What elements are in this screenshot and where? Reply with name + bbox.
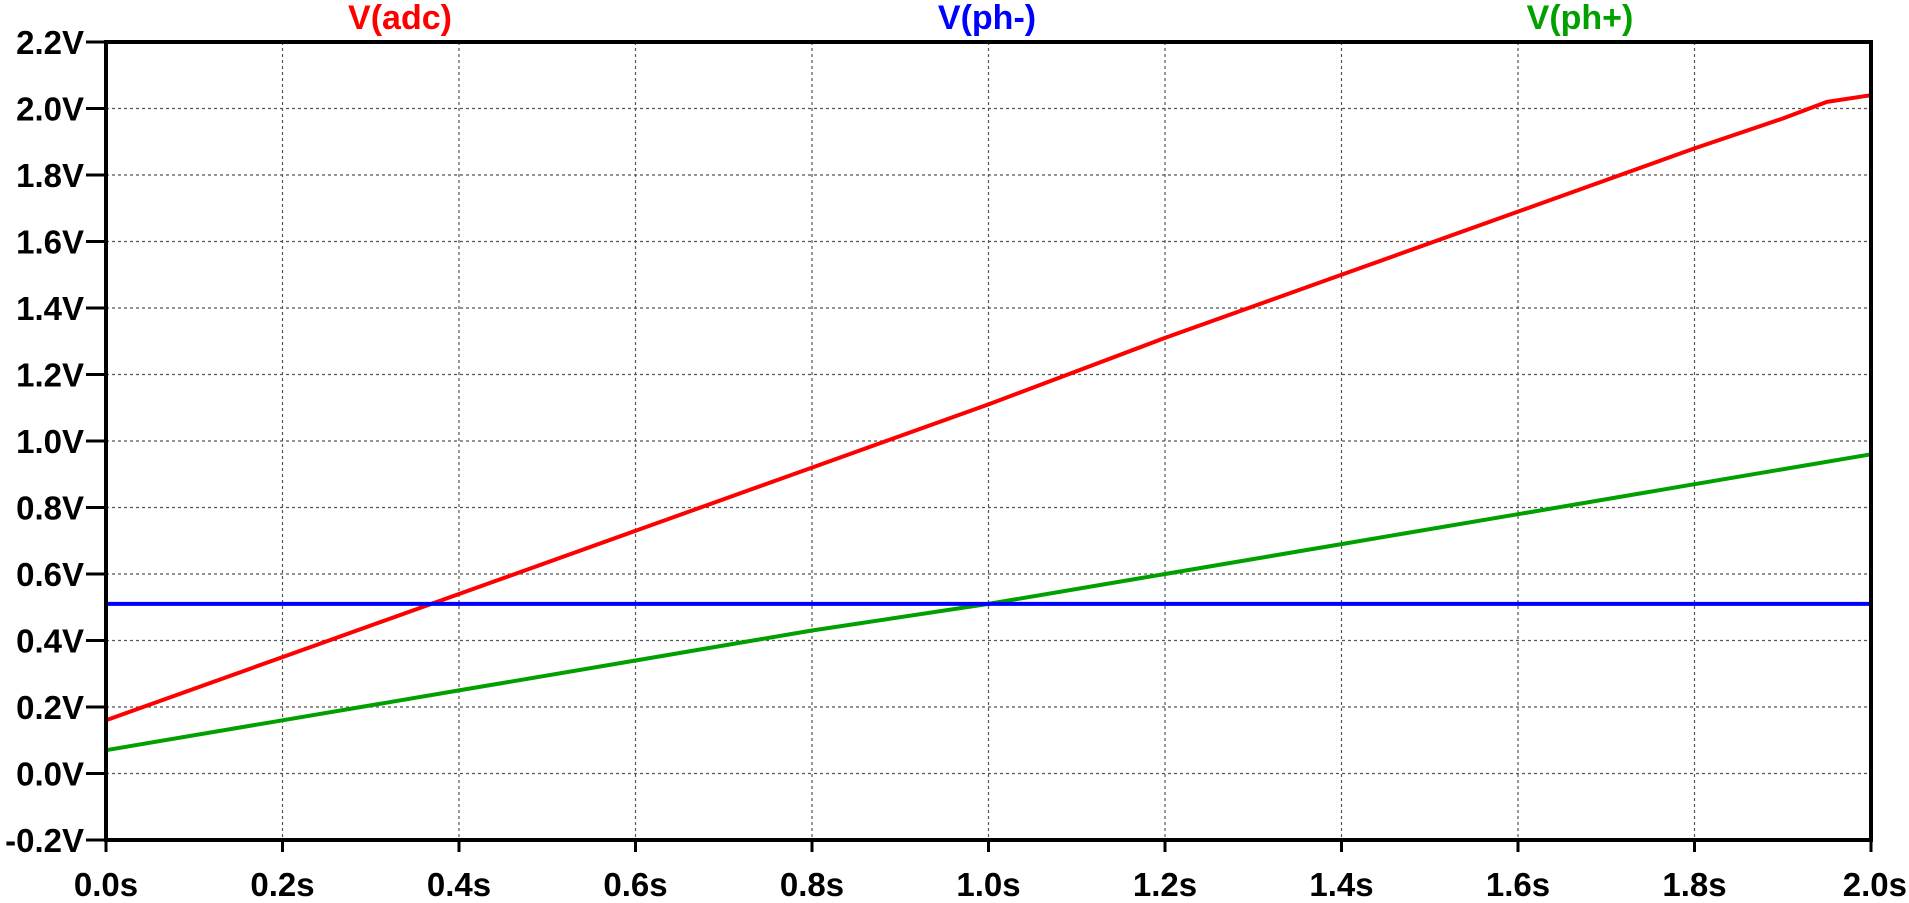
y-tick-label: 1.6V: [16, 224, 84, 261]
y-tick-label: 1.2V: [16, 357, 84, 394]
x-tick-label: 0.8s: [780, 866, 844, 903]
x-tick-label: 1.8s: [1662, 866, 1726, 903]
y-tick-label: 1.8V: [16, 157, 84, 194]
x-tick-label: 0.4s: [427, 866, 491, 903]
y-tick-label: -0.2V: [5, 822, 84, 859]
y-tick-label: 0.6V: [16, 556, 84, 593]
x-tick-label: 2.0s: [1843, 866, 1907, 903]
ticks: [86, 40, 1873, 852]
y-tick-label: 0.8V: [16, 490, 84, 527]
legend-entry-v-adc[interactable]: V(adc): [348, 0, 452, 37]
x-tick-label: 1.4s: [1309, 866, 1373, 903]
series-layer: [104, 93, 1873, 753]
legend-entry-v-ph[interactable]: V(ph-): [938, 0, 1036, 37]
y-tick-label: 0.0V: [16, 756, 84, 793]
x-tick-label: 0.0s: [74, 866, 138, 903]
x-tick-label: 0.2s: [250, 866, 314, 903]
legend-entry-v-ph[interactable]: V(ph+): [1527, 0, 1634, 37]
y-tick-label: 2.0V: [16, 91, 84, 128]
legend: V(adc) V(ph-) V(ph+): [348, 0, 1633, 37]
y-tick-label: 0.4V: [16, 623, 84, 660]
x-tick-label: 1.6s: [1486, 866, 1550, 903]
x-tick-label: 1.0s: [956, 866, 1020, 903]
y-tick-label: 1.4V: [16, 290, 84, 327]
x-tick-label: 0.6s: [603, 866, 667, 903]
y-tick-label: 1.0V: [16, 423, 84, 460]
y-tick-label: 0.2V: [16, 689, 84, 726]
x-tick-label: 1.2s: [1133, 866, 1197, 903]
y-tick-labels: 2.2V 2.0V 1.8V 1.6V 1.4V 1.2V 1.0V 0.8V 0.6V 0.4V…: [5, 24, 84, 859]
series-line-v-adc: [104, 93, 1873, 723]
y-tick-label: 2.2V: [16, 24, 84, 61]
grid: [106, 42, 1871, 840]
x-tick-labels: 0.0s 0.2s 0.4s 0.6s 0.8s 1.0s 1.2s 1.4s 1.6s 1.8s…: [74, 866, 1907, 903]
